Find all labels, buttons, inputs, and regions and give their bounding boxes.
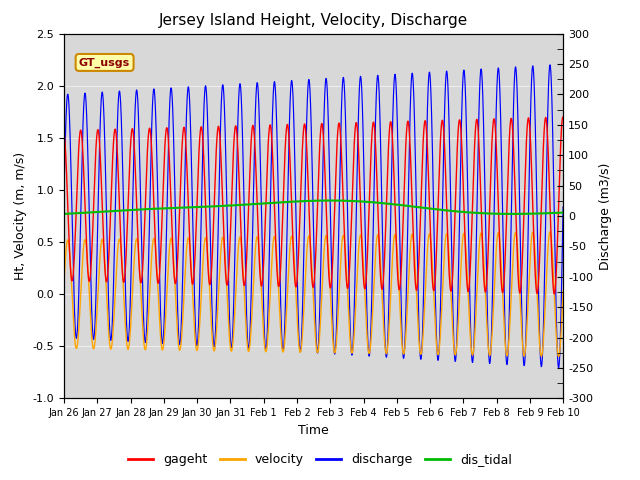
Text: GT_usgs: GT_usgs <box>79 57 130 68</box>
X-axis label: Time: Time <box>298 424 329 437</box>
Title: Jersey Island Height, Velocity, Discharge: Jersey Island Height, Velocity, Discharg… <box>159 13 468 28</box>
Y-axis label: Discharge (m3/s): Discharge (m3/s) <box>599 162 612 270</box>
Y-axis label: Ht, Velocity (m, m/s): Ht, Velocity (m, m/s) <box>14 152 27 280</box>
Legend: gageht, velocity, discharge, dis_tidal: gageht, velocity, discharge, dis_tidal <box>123 448 517 471</box>
